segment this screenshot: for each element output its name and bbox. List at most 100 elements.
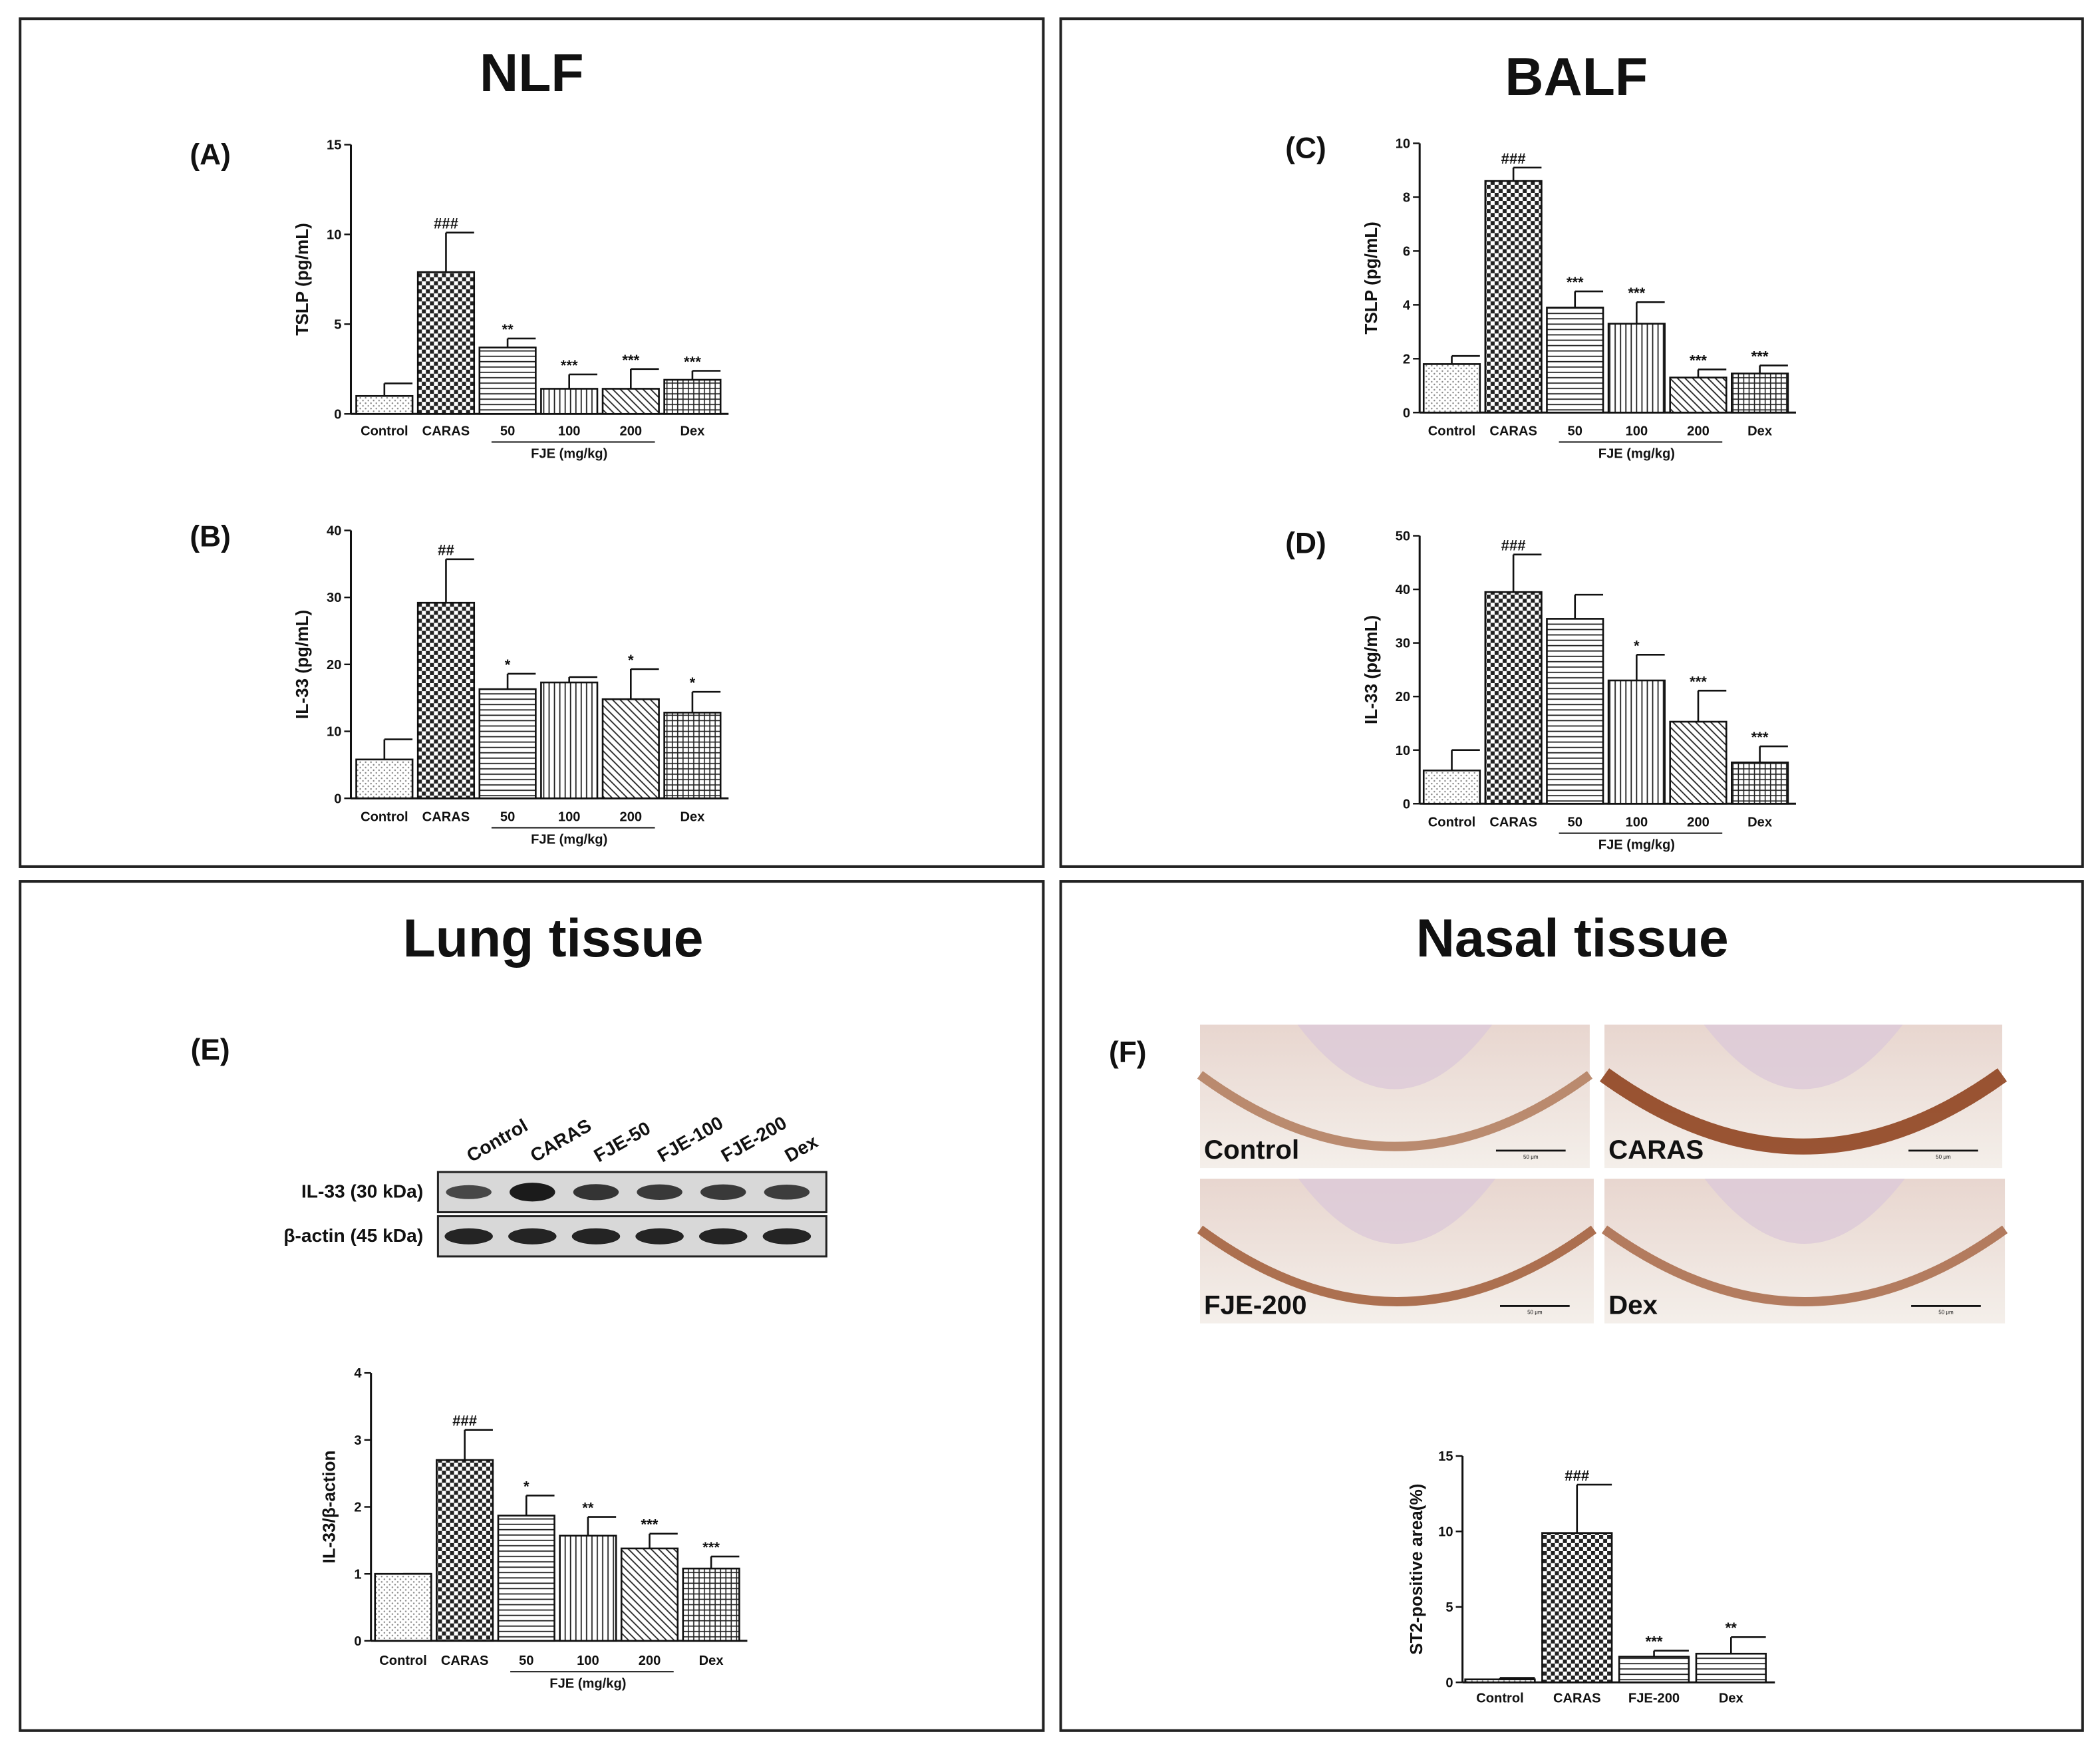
panel-frame [1059, 880, 2084, 1732]
bar [1422, 363, 1481, 414]
y-tick-label: 6 [1403, 244, 1410, 259]
bar [663, 378, 722, 415]
y-tick-label: 8 [1403, 190, 1410, 205]
significance-label: *** [684, 353, 701, 370]
significance-label: ### [1565, 1467, 1589, 1484]
panel-label: (E) [191, 1034, 230, 1066]
x-tick-label: 100 [577, 1654, 599, 1668]
histology-image: FJE-200 50 μm [1197, 1179, 1597, 1324]
bar [601, 698, 660, 800]
bar [478, 347, 537, 415]
y-tick-label: 0 [334, 407, 341, 422]
significance-label: * [524, 1478, 529, 1495]
bar [497, 1515, 555, 1642]
x-tick-label: Control [379, 1654, 427, 1668]
y-axis-label: TSLP (pg/mL) [292, 223, 312, 336]
x-tick-label: 50 [1568, 815, 1582, 830]
panel-frame [19, 880, 1045, 1732]
bar [1731, 372, 1789, 414]
western-blot: IL-33 (30 kDa) β-actin (45 kDa) ControlC… [283, 1111, 827, 1258]
significance-label: * [505, 656, 511, 673]
bar-chart: 0 1 2 3 4 IL-33/β-action Control ### CARAS * 50 ** 1… [319, 1366, 748, 1691]
bar [559, 1534, 617, 1642]
epithelium [1599, 1068, 2008, 1155]
y-axis-label: TSLP (pg/mL) [1361, 221, 1381, 335]
y-tick-label: 0 [354, 1634, 361, 1649]
panel-frame [19, 17, 1045, 868]
bar [1669, 720, 1727, 805]
bar-chart: (B) 0 10 20 30 40 IL-33 (pg/mL) Control ## CARAS *… [190, 521, 729, 847]
y-axis-label: IL-33 (pg/mL) [1361, 615, 1381, 724]
bar [1695, 1652, 1767, 1683]
bar [478, 688, 537, 800]
x-tick-label: 50 [1568, 424, 1582, 438]
x-tick-label: 100 [1626, 424, 1648, 438]
significance-label: * [628, 652, 634, 668]
cartilage [1704, 1179, 1905, 1244]
image-label: FJE-200 [1204, 1290, 1306, 1320]
panel-label: (C) [1285, 132, 1326, 165]
cartilage [1297, 1024, 1493, 1090]
y-tick-label: 50 [1396, 529, 1410, 544]
x-tick-label: Control [1428, 815, 1476, 830]
bar [540, 388, 599, 415]
y-tick-label: 10 [327, 725, 341, 740]
blot-row-label: β-actin (45 kDa) [283, 1225, 423, 1246]
bar [355, 394, 414, 415]
significance-label: *** [1751, 729, 1769, 746]
x-tick-label: 100 [558, 809, 581, 824]
y-axis-label: IL-33/β-action [319, 1451, 339, 1564]
significance-label: *** [641, 1517, 659, 1533]
x-tick-label: 200 [1687, 424, 1710, 438]
x-tick-label: Dex [1719, 1691, 1744, 1706]
scale-bar-label: 50 μm [1938, 1310, 1954, 1316]
bar-chart: (A) 0 5 10 15 TSLP (pg/mL) Control ### CARAS ** 50… [190, 138, 729, 462]
blot-band [762, 1228, 812, 1244]
y-tick-label: 5 [334, 317, 341, 332]
bar [1618, 1656, 1690, 1683]
significance-label: *** [1628, 285, 1645, 301]
significance-label: *** [702, 1539, 720, 1556]
bar [436, 1459, 494, 1642]
bar-chart: (D) 0 10 20 30 40 50 IL-33 (pg/mL) Control ### CAR… [1285, 527, 1796, 853]
x-tick-label: 100 [558, 424, 581, 438]
x-tick-label: CARAS [441, 1654, 489, 1668]
significance-label: *** [1690, 352, 1707, 368]
blot-band [446, 1185, 492, 1199]
x-tick-label: CARAS [1489, 424, 1537, 438]
y-tick-label: 3 [354, 1433, 361, 1448]
x-tick-label: Dex [699, 1654, 724, 1668]
panel-title: Nasal tissue [1416, 909, 1729, 968]
histology-image: Control 50 μm [1197, 1024, 1593, 1169]
y-tick-label: 1 [354, 1567, 361, 1582]
bar [1607, 679, 1666, 805]
blot-band [510, 1183, 555, 1202]
significance-label: *** [1690, 673, 1707, 690]
bar [416, 271, 476, 415]
panel-title: NLF [480, 43, 584, 103]
blot-band [764, 1184, 810, 1200]
x-axis-label: FJE (mg/kg) [549, 1676, 626, 1691]
bar [1607, 323, 1666, 414]
x-tick-label: CARAS [1553, 1691, 1601, 1706]
x-tick-label: 50 [500, 424, 515, 438]
significance-label: ### [434, 216, 458, 232]
scale-bar-label: 50 μm [1527, 1310, 1543, 1316]
panel-frame [1059, 17, 2084, 868]
significance-label: *** [561, 357, 578, 374]
blot-lane-label: CARAS [526, 1114, 595, 1166]
significance-label: * [690, 674, 696, 691]
significance-label: *** [1751, 348, 1769, 364]
y-tick-label: 10 [1438, 1525, 1453, 1539]
bar-chart: 0 5 10 15 ST2-positive area(%) Control ### CARA… [1406, 1449, 1775, 1706]
bar [1546, 618, 1604, 805]
y-tick-label: 0 [1403, 406, 1410, 420]
blot-row-label: IL-33 (30 kDa) [301, 1180, 423, 1201]
bar [1464, 1678, 1536, 1683]
blot-strip [436, 1171, 827, 1213]
bar [1731, 761, 1789, 805]
x-tick-label: CARAS [422, 424, 470, 438]
blot-band [637, 1184, 682, 1200]
x-axis-label: FJE (mg/kg) [531, 833, 607, 847]
bar [540, 681, 599, 800]
